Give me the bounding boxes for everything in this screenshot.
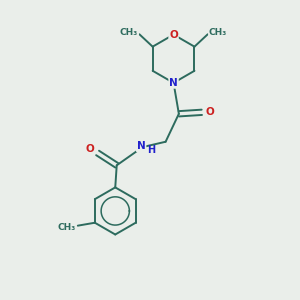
Text: O: O — [86, 143, 94, 154]
Text: O: O — [169, 30, 178, 40]
Text: CH₃: CH₃ — [120, 28, 138, 37]
Text: CH₃: CH₃ — [209, 28, 227, 37]
Text: O: O — [206, 107, 214, 117]
Text: H: H — [147, 145, 155, 155]
Text: N: N — [137, 141, 146, 151]
Text: CH₃: CH₃ — [58, 223, 76, 232]
Text: N: N — [169, 78, 178, 88]
